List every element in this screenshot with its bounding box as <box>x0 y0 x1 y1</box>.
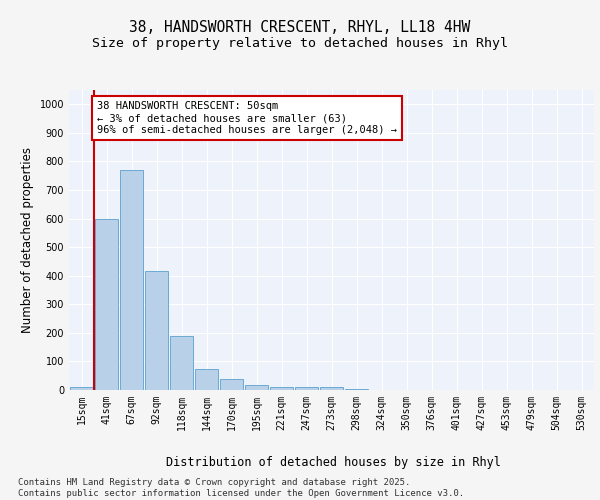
Bar <box>320 386 343 390</box>
Bar <box>245 385 268 390</box>
Bar <box>295 387 318 390</box>
Bar <box>120 170 143 390</box>
Text: Contains HM Land Registry data © Crown copyright and database right 2025.
Contai: Contains HM Land Registry data © Crown c… <box>18 478 464 498</box>
Bar <box>345 389 368 390</box>
Text: 38 HANDSWORTH CRESCENT: 50sqm
← 3% of detached houses are smaller (63)
96% of se: 38 HANDSWORTH CRESCENT: 50sqm ← 3% of de… <box>97 102 397 134</box>
Text: Distribution of detached houses by size in Rhyl: Distribution of detached houses by size … <box>166 456 500 469</box>
Bar <box>145 272 168 390</box>
Y-axis label: Number of detached properties: Number of detached properties <box>21 147 34 333</box>
Bar <box>195 368 218 390</box>
Bar <box>170 336 193 390</box>
Text: Size of property relative to detached houses in Rhyl: Size of property relative to detached ho… <box>92 38 508 51</box>
Bar <box>70 387 93 390</box>
Bar <box>270 386 293 390</box>
Text: 38, HANDSWORTH CRESCENT, RHYL, LL18 4HW: 38, HANDSWORTH CRESCENT, RHYL, LL18 4HW <box>130 20 470 35</box>
Bar <box>95 218 118 390</box>
Bar <box>220 379 243 390</box>
